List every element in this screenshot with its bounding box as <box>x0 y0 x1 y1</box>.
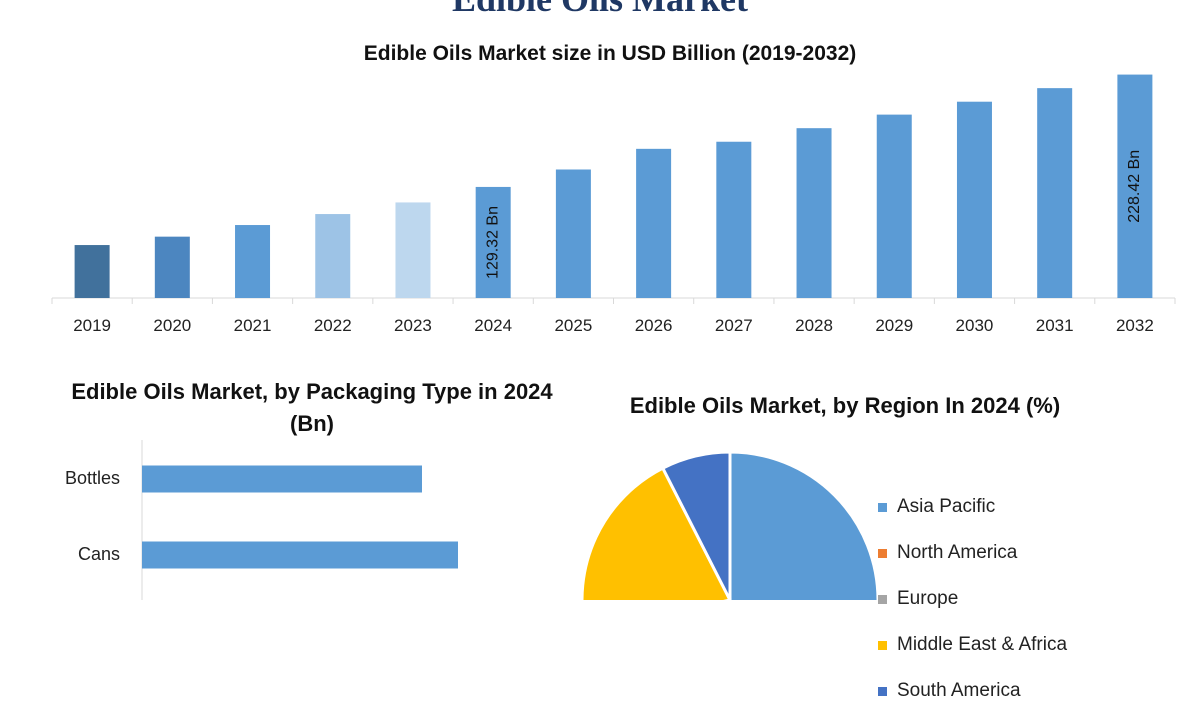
legend-label-europe: Europe <box>897 588 959 609</box>
bar-2032 <box>1117 74 1153 298</box>
legend-swatch-north-america <box>878 548 887 558</box>
bar-bottles <box>142 465 422 493</box>
legend-item-middle-east-africa: Middle East & Africa <box>878 622 1067 668</box>
slice-south-america <box>660 450 732 600</box>
data-label-2024: 129.32 Bn <box>484 206 501 279</box>
region-legend: Asia Pacific North America Europe Middle Ea… <box>878 484 1067 714</box>
legend-swatch-europe <box>878 594 887 604</box>
x-tick-label-2023: 2023 <box>394 316 432 335</box>
legend-label-south-america: South America <box>897 680 1021 701</box>
page-title: Edible Oils Market <box>0 0 1200 20</box>
bar-cans <box>142 541 458 569</box>
data-label-2032: 228.42 Bn <box>1126 150 1143 223</box>
x-tick-label-2021: 2021 <box>234 316 272 335</box>
bar-2020 <box>154 236 190 298</box>
bar-2031 <box>1037 88 1073 299</box>
x-tick-label-2019: 2019 <box>73 316 111 335</box>
region-pie-chart <box>580 450 880 600</box>
legend-item-north-america: North America <box>878 530 1067 576</box>
bar-2024 <box>475 186 511 298</box>
bar-2019 <box>74 245 110 298</box>
legend-swatch-middle-east-africa <box>878 640 887 650</box>
x-tick-label-2022: 2022 <box>314 316 352 335</box>
legend-label-middle-east-africa: Middle East & Africa <box>897 634 1068 655</box>
x-tick-label-2031: 2031 <box>1036 316 1074 335</box>
packaging-chart-title: Edible Oils Market, by Packaging Type in… <box>71 379 553 436</box>
x-tick-label-2027: 2027 <box>715 316 753 335</box>
category-label-cans: Cans <box>78 544 120 564</box>
x-tick-label-2030: 2030 <box>956 316 994 335</box>
market-size-bar-chart: 2019 2020 2021 2022 2023 2024 2025 2026 2027 2028… <box>51 74 1176 335</box>
bar-2028 <box>796 128 832 298</box>
bar-chart-title: Edible Oils Market size in USD Billion (… <box>363 42 857 65</box>
bar-2027 <box>716 141 752 298</box>
region-chart-title: Edible Oils Market, by Region In 2024 (%… <box>629 393 1061 418</box>
category-label-bottles: Bottles <box>65 468 120 488</box>
slice-middle-east-africa <box>580 466 732 600</box>
x-tick-label-2020: 2020 <box>153 316 191 335</box>
slice-asia-pacific <box>728 450 880 600</box>
legend-label-asia-pacific: Asia Pacific <box>897 496 996 517</box>
x-tick-label-2026: 2026 <box>635 316 673 335</box>
x-tick-label-2029: 2029 <box>875 316 913 335</box>
legend-label-north-america: North America <box>897 542 1018 563</box>
bar-2025 <box>555 169 591 298</box>
x-tick-label-2025: 2025 <box>554 316 592 335</box>
legend-item-asia-pacific: Asia Pacific <box>878 484 1067 530</box>
x-tick-label-2032: 2032 <box>1116 316 1154 335</box>
bar-2021 <box>235 225 271 298</box>
bar-2026 <box>636 148 672 298</box>
bar-2030 <box>956 101 992 299</box>
bar-2023 <box>395 202 431 298</box>
legend-swatch-south-america <box>878 686 887 696</box>
legend-item-south-america: South America <box>878 668 1067 714</box>
bar-2029 <box>876 114 912 298</box>
legend-swatch-asia-pacific <box>878 502 887 512</box>
x-tick-label-2028: 2028 <box>795 316 833 335</box>
legend-item-europe: Europe <box>878 576 1067 622</box>
packaging-bar-chart: Bottles Cans <box>65 440 458 600</box>
bar-2022 <box>315 214 351 298</box>
x-tick-label-2024: 2024 <box>474 316 512 335</box>
